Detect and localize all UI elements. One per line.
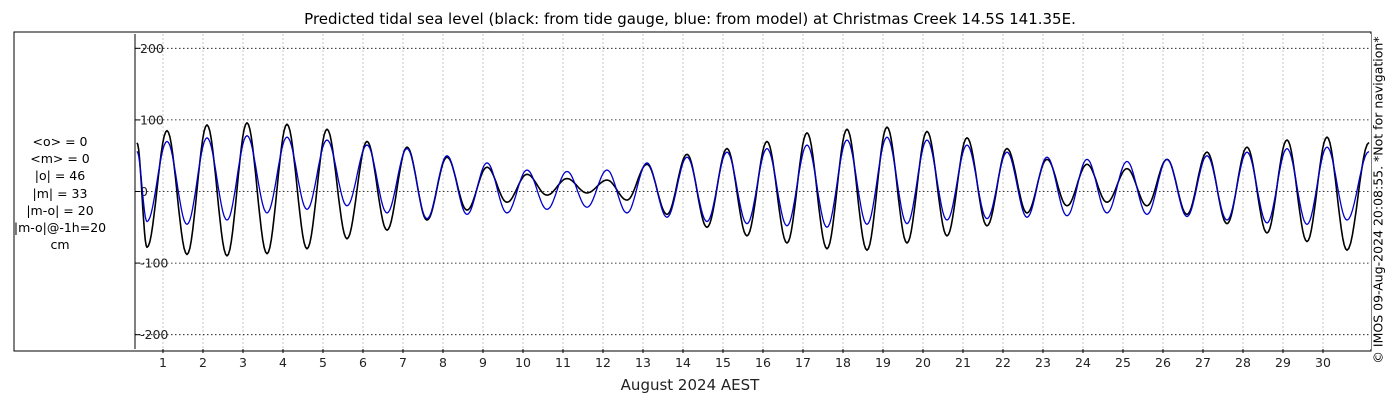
x-tick-label: 4 (279, 355, 287, 370)
stat-mean-observed: <o> = 0 (32, 134, 88, 149)
stat-abs-model: |m| = 33 (32, 185, 88, 201)
x-tick-label: 8 (439, 355, 447, 370)
x-tick-label: 27 (1195, 355, 1211, 370)
y-tick-label: 0 (140, 184, 148, 199)
x-tick-label: 20 (915, 355, 931, 370)
x-tick-label: 24 (1075, 355, 1091, 370)
chart-title: Predicted tidal sea level (black: from t… (304, 10, 1076, 28)
stat-abs-observed: |o| = 46 (34, 168, 86, 184)
x-tick-label: 30 (1315, 355, 1331, 370)
x-tick-label: 25 (1115, 355, 1131, 370)
series-lines (136, 122, 1370, 257)
x-tick-label: 21 (955, 355, 971, 370)
axes: 1 2 3 4 5 6 7 8 9 10 11 12 13 14 15 16 17 18 19 20 21 22 23 24 2… (134, 34, 1331, 370)
x-tick-label: 10 (515, 355, 531, 370)
x-tick-label: 1 (159, 355, 167, 370)
x-tick-label: 9 (479, 355, 487, 370)
x-tick-label: 29 (1275, 355, 1291, 370)
series-model-line (136, 135, 1370, 228)
y-tick-label: 100 (140, 112, 164, 127)
y-tick-label: -100 (140, 256, 168, 271)
x-tick-label: 18 (835, 355, 851, 370)
x-tick-label: 3 (239, 355, 247, 370)
grid-lines (135, 34, 1371, 349)
x-tick-label: 11 (555, 355, 571, 370)
x-tick-label: 2 (199, 355, 207, 370)
stat-abs-difference-lagged: |m-o|@-1h=20 (13, 220, 107, 236)
x-tick-label: 28 (1235, 355, 1251, 370)
stat-unit: cm (50, 237, 70, 253)
x-tick-label: 22 (995, 355, 1011, 370)
x-tick-label: 19 (875, 355, 891, 370)
x-tick-label: 15 (715, 355, 731, 370)
stats-panel: <o> = 0 <m> = 0 |o| = 46 |m| = 33 |m-o| … (10, 133, 110, 253)
x-tick-label: 13 (635, 355, 651, 370)
x-tick-label: 7 (399, 355, 407, 370)
copyright-text: © IMOS 09-Aug-2024 20:08:55. *Not for na… (1370, 36, 1386, 364)
series-tide-gauge-line (136, 122, 1370, 257)
x-tick-label: 6 (359, 355, 367, 370)
x-tick-label: 16 (755, 355, 771, 370)
x-tick-label: 12 (595, 355, 611, 370)
stat-mean-model: <m> = 0 (30, 151, 90, 167)
x-axis-label: August 2024 AEST (620, 376, 760, 394)
y-tick-label: -200 (140, 327, 168, 342)
stat-abs-difference: |m-o| = 20 (26, 202, 94, 218)
x-tick-label: 23 (1035, 355, 1051, 370)
x-tick-label: 14 (675, 355, 691, 370)
x-tick-label: 5 (319, 355, 327, 370)
y-tick-label: 200 (140, 41, 164, 56)
x-tick-label: 17 (795, 355, 811, 370)
x-tick-label: 26 (1155, 355, 1171, 370)
